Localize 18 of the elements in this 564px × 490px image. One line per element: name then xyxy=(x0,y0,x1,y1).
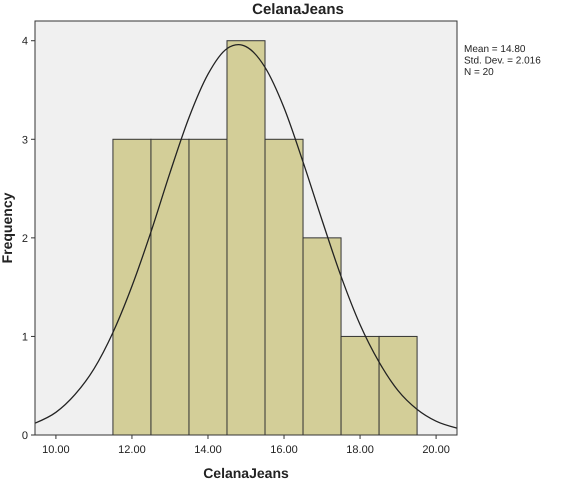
y-axis-title: Frequency xyxy=(0,192,15,264)
text: Mean = 14.80 xyxy=(464,44,526,55)
x-tick-label: 20.00 xyxy=(422,444,450,456)
y-tick-label: 3 xyxy=(22,134,28,146)
line-series xyxy=(34,44,458,429)
x-tick-label: 10.00 xyxy=(42,444,70,456)
text: N = 20 xyxy=(464,67,494,78)
x-axis-title: CelanaJeans xyxy=(203,465,290,481)
x-tick-label: 14.00 xyxy=(194,444,222,456)
y-tick-label: 2 xyxy=(22,232,28,245)
y-tick-label: 0 xyxy=(22,430,28,442)
x-tick-label: 16.00 xyxy=(270,444,298,456)
x-tick-label: 18.00 xyxy=(346,444,374,456)
x-tick-label: 12.00 xyxy=(118,444,146,456)
y-tick-label: 1 xyxy=(22,331,28,344)
chart-title: CelanaJeans xyxy=(252,1,344,18)
text: Std. Dev. = 2.016 xyxy=(464,56,542,66)
y-tick-label: 4 xyxy=(22,36,28,48)
